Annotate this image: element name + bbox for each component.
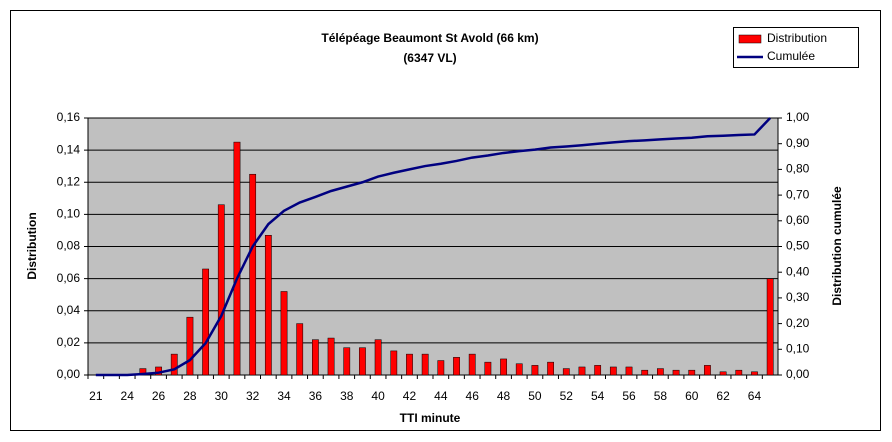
- x-tick-label: 36: [309, 389, 323, 403]
- x-tick-label: 62: [716, 389, 730, 403]
- x-tick-label: 50: [528, 389, 542, 403]
- legend-swatch: [738, 34, 762, 44]
- x-tick-label: 38: [340, 389, 354, 403]
- chart-subtitle: (6347 VL): [403, 51, 456, 65]
- bar: [343, 347, 351, 376]
- bar: [390, 350, 398, 376]
- y-tick-label: 0,10: [57, 207, 81, 221]
- y2-tick-label: 0,50: [786, 239, 810, 253]
- bar: [688, 369, 696, 376]
- x-tick-label: 32: [246, 389, 260, 403]
- y2-tick-label: 0,60: [786, 213, 810, 227]
- x-tick-label: 40: [371, 389, 385, 403]
- bar: [437, 360, 445, 376]
- bar: [672, 369, 680, 376]
- y2-tick-label: 0,00: [786, 367, 810, 381]
- x-tick-label: 26: [152, 389, 166, 403]
- y2-tick-label: 0,40: [786, 264, 810, 278]
- bar: [562, 368, 570, 376]
- y2-tick-label: 0,10: [786, 341, 810, 355]
- bar: [515, 363, 523, 376]
- y-tick-label: 0,16: [57, 110, 81, 124]
- bar: [217, 204, 225, 376]
- bar: [751, 371, 758, 376]
- x-tick-label: 24: [121, 389, 135, 403]
- y2-tick-label: 0,90: [786, 136, 810, 150]
- bar: [578, 366, 586, 376]
- y-tick-label: 0,12: [57, 174, 81, 188]
- x-tick-label: 46: [466, 389, 480, 403]
- y2-axis-label: Distribution cumulée: [830, 186, 844, 306]
- x-tick-label: 44: [434, 389, 448, 403]
- bar: [704, 365, 711, 376]
- bar: [641, 369, 649, 376]
- bar: [249, 173, 257, 376]
- x-tick-label: 58: [654, 389, 668, 403]
- bar: [374, 339, 382, 376]
- bar: [500, 358, 507, 376]
- y-tick-label: 0,02: [57, 335, 81, 349]
- bar: [657, 368, 664, 376]
- line: [95, 117, 772, 377]
- bar: [625, 366, 633, 376]
- legend-box: [733, 27, 859, 68]
- y2-tick-label: 0,30: [786, 290, 810, 304]
- y2-tick-label: 0,80: [786, 162, 810, 176]
- bar: [484, 361, 492, 376]
- x-tick-label: 34: [277, 389, 291, 403]
- x-tick-label: 54: [591, 389, 605, 403]
- y-tick-label: 0,06: [57, 271, 81, 285]
- bar: [468, 353, 476, 376]
- x-tick-label: 64: [748, 389, 762, 403]
- x-tick-label: 28: [183, 389, 197, 403]
- y2-tick-label: 1,00: [786, 110, 810, 124]
- y-tick-label: 0,14: [57, 142, 81, 156]
- x-tick-label: 48: [497, 389, 511, 403]
- y2-tick-label: 0,70: [786, 187, 810, 201]
- x-tick-label: 42: [403, 389, 417, 403]
- bar: [312, 339, 319, 376]
- x-axis-label: TTI minute: [400, 411, 461, 425]
- bar: [421, 353, 429, 376]
- y-axis-label: Distribution: [25, 212, 39, 279]
- chart-title: Télépéage Beaumont St Avold (66 km): [321, 31, 538, 45]
- x-tick-label: 56: [622, 389, 636, 403]
- bar: [609, 366, 617, 376]
- y-tick-label: 0,04: [57, 303, 81, 317]
- y2-tick-label: 0,20: [786, 316, 810, 330]
- legend-label: Cumulée: [767, 49, 815, 63]
- y-tick-label: 0,08: [57, 239, 81, 253]
- bar: [280, 291, 288, 376]
- bar: [547, 361, 555, 376]
- bar: [735, 369, 743, 376]
- legend-label: Distribution: [767, 31, 827, 45]
- x-tick-label: 30: [215, 389, 229, 403]
- bar: [202, 268, 210, 376]
- bar: [296, 323, 304, 376]
- bar: [264, 235, 272, 376]
- x-tick-label: 60: [685, 389, 699, 403]
- x-tick-label: 21: [89, 389, 103, 403]
- bar: [233, 141, 241, 376]
- bar: [453, 357, 460, 376]
- bar: [186, 316, 194, 376]
- bar: [531, 365, 539, 376]
- bar: [766, 278, 774, 376]
- bar: [406, 353, 413, 376]
- bar: [327, 337, 335, 376]
- bar: [594, 365, 602, 376]
- bar: [719, 371, 727, 376]
- bar: [359, 347, 366, 376]
- y-tick-label: 0,00: [57, 367, 81, 381]
- bar: [170, 353, 178, 376]
- x-tick-label: 52: [560, 389, 574, 403]
